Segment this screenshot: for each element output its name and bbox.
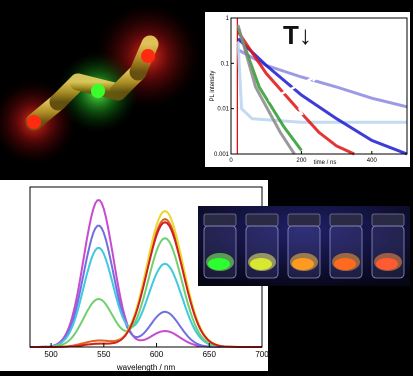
vial-liquid — [334, 258, 356, 270]
decay-x-tick-label: 200 — [296, 158, 307, 164]
red-emitter-left — [27, 115, 41, 129]
temperature-arrow — [268, 70, 321, 118]
decay-x-tick-label: 400 — [367, 158, 378, 164]
decay-y-label: PL intensity — [210, 71, 216, 102]
vial-liquid — [376, 258, 398, 270]
decay-plot-frame — [230, 17, 408, 155]
decay-chart-panel: 1 0.1 0.01 0.001 0 200 400 PL intensity time … — [205, 12, 410, 167]
vial-cap — [245, 213, 279, 227]
spectra-chart: 500 550 600 650 700 wavelength / nm — [29, 186, 269, 372]
spectra-x-tick-label: 700 — [255, 350, 268, 359]
molecule-illustration — [0, 4, 200, 164]
spectra-x-tick-label: 550 — [97, 350, 111, 359]
vial-liquid — [292, 258, 314, 270]
decay-y-tick-label: 0.01 — [217, 107, 229, 113]
vial-cap — [329, 213, 363, 227]
vial-group — [203, 213, 405, 279]
green-emitter-center — [91, 84, 105, 98]
spectra-x-tick-label: 650 — [203, 350, 217, 359]
decay-series-6 — [236, 24, 296, 155]
decay-chart: 1 0.1 0.01 0.001 0 200 400 PL intensity time … — [210, 16, 408, 166]
decay-y-tick-label: 0.001 — [214, 152, 230, 158]
decay-series-2 — [236, 41, 407, 124]
decay-y-tick-label: 0.1 — [221, 61, 230, 67]
decay-x-label: time / ns — [314, 160, 337, 166]
vial-3 — [287, 213, 321, 279]
vial-cap — [287, 213, 321, 227]
decay-series-3 — [236, 37, 408, 156]
decay-y-ticks: 1 0.1 0.01 0.001 — [214, 16, 234, 158]
spectra-x-label: wavelength / nm — [116, 363, 176, 371]
vials-photo — [198, 206, 410, 286]
vial-1 — [203, 213, 237, 279]
vial-liquid — [250, 258, 272, 270]
red-emitter-right — [141, 49, 155, 63]
spectra-x-tick-label: 600 — [150, 350, 164, 359]
spectra-x-ticks: 500 550 600 650 700 — [44, 343, 269, 359]
spectra-x-tick-label: 500 — [44, 350, 58, 359]
vial-2 — [245, 213, 279, 279]
vial-cap — [203, 213, 237, 227]
decay-series-group — [236, 18, 408, 156]
temperature-decrease-label: T↓ — [283, 20, 312, 50]
vial-5 — [371, 213, 405, 279]
decay-series-4 — [236, 30, 355, 156]
vial-liquid — [208, 258, 230, 270]
vial-cap — [371, 213, 405, 227]
vial-4 — [329, 213, 363, 279]
decay-x-tick-label: 0 — [229, 158, 233, 164]
decay-y-tick-label: 1 — [226, 16, 230, 22]
decay-x-ticks: 0 200 400 — [229, 151, 377, 164]
